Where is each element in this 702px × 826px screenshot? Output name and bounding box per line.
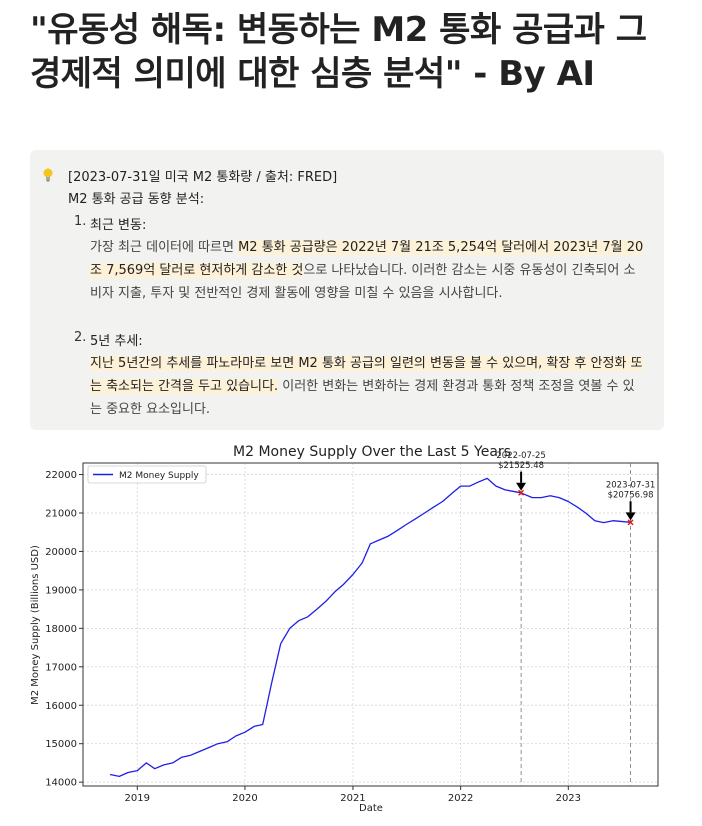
annotation-point (627, 519, 634, 526)
y-tick-label: 21000 (45, 508, 77, 519)
x-tick-label: 2021 (340, 793, 365, 804)
chart-svg: M2 Money Supply Over the Last 5 Years 14… (30, 444, 659, 814)
m2-chart: M2 Money Supply Over the Last 5 Years 14… (25, 437, 675, 822)
x-axis-label: Date (359, 803, 383, 814)
x-axis: 2019 2020 2021 2022 2023 (125, 786, 581, 804)
x-tick-label: 2022 (448, 793, 473, 804)
analysis-intro: M2 통화 공급 동향 분석: (68, 192, 205, 207)
series-layer (109, 477, 631, 778)
y-axis-label: M2 Money Supply (Billions USD) (30, 545, 41, 705)
x-tick-label: 2019 (125, 793, 150, 804)
y-tick-label: 17000 (45, 662, 77, 673)
list-item-number: 1. (74, 214, 87, 229)
list-item-title: 최근 변동: (90, 218, 147, 233)
annotation-arrowhead (625, 512, 636, 521)
body-text: 가장 최근 데이터에 따르면 (90, 240, 239, 255)
lightbulb-icon (43, 168, 53, 182)
y-tick-label: 16000 (45, 701, 77, 712)
y-tick-label: 14000 (45, 778, 77, 789)
list-item-body: 지난 5년간의 추세를 파노라마로 보면 M2 통화 공급의 일련의 변동을 볼… (90, 352, 645, 421)
list-item-title: 5년 추세: (90, 334, 143, 349)
y-tick-label: 18000 (45, 624, 77, 635)
series-line (109, 477, 631, 778)
y-tick-label: 19000 (45, 585, 77, 596)
list-item-body: 가장 최근 데이터에 따르면 M2 통화 공급량은 2022년 7월 21조 5… (90, 236, 645, 305)
legend-box (87, 465, 207, 484)
annotation-arrowhead (516, 482, 527, 491)
list-item-number: 2. (74, 330, 87, 345)
x-tick-label: 2020 (232, 793, 257, 804)
annotation-date: 2022-07-25 (496, 451, 545, 461)
y-axis: 14000 15000 16000 17000 18000 19000 20000 21000… (45, 470, 83, 789)
annotation-value: $21525.48 (498, 461, 544, 471)
page-headline: "유동성 해독: 변동하는 M2 통화 공급과 그 경제적 의미에 대한 심층 … (30, 10, 647, 94)
annotation-layer: 2022-07-25$21525.48 2023-07-31$20756.98 (496, 451, 655, 786)
legend: M2 Money Supply (87, 465, 207, 484)
source-line: [2023-07-31일 미국 M2 통화량 / 출처: FRED] (68, 170, 338, 185)
y-tick-label: 22000 (45, 470, 77, 481)
y-tick-label: 15000 (45, 739, 77, 750)
y-tick-label: 20000 (45, 547, 77, 558)
legend-label: M2 Money Supply (119, 471, 199, 481)
annotation-date: 2023-07-31 (606, 480, 655, 490)
x-tick-label: 2023 (556, 793, 581, 804)
chart-title: M2 Money Supply Over the Last 5 Years (233, 444, 511, 460)
body-text: 이러한 변화는 변화하는 경제 환경과 통화 정책 조정을 엿볼 수 있는 중요… (90, 379, 635, 417)
top-cropped-fragment: · ·· ··· (30, 0, 61, 4)
chart-grid (83, 463, 658, 786)
plot-frame (82, 462, 659, 787)
analysis-card: [2023-07-31일 미국 M2 통화량 / 출처: FRED] M2 통화… (30, 150, 664, 430)
annotation-value: $20756.98 (608, 490, 654, 500)
body-text: 으로 나타났습니다. 이러한 감소는 시중 유동성이 긴축되어 소비자 지출, … (90, 263, 636, 301)
annotation-point (518, 489, 525, 496)
